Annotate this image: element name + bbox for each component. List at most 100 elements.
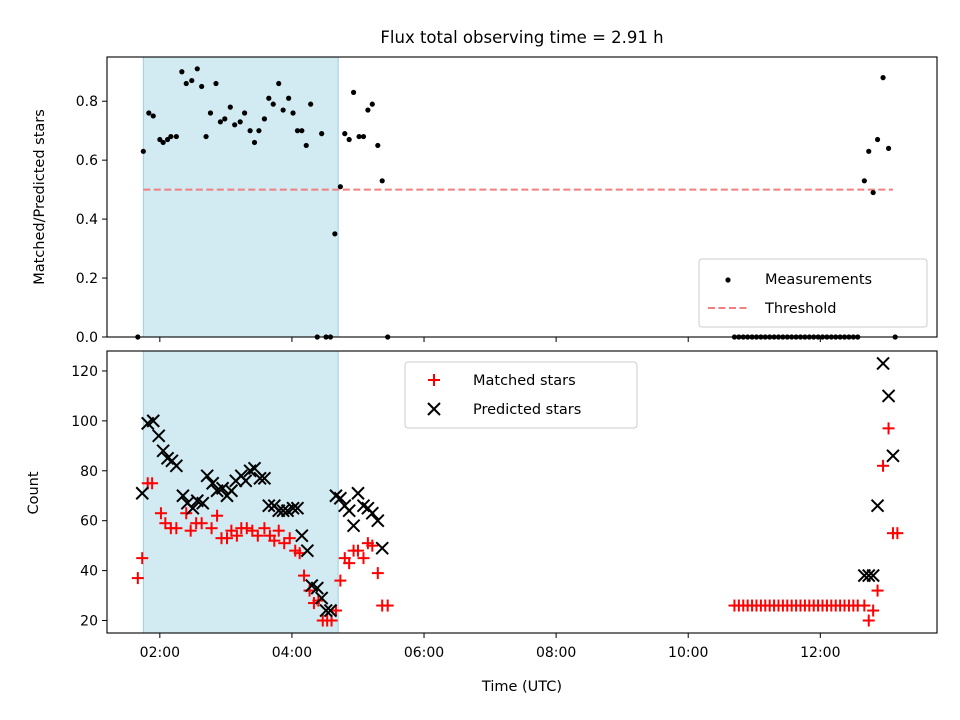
matched-stars-point: [205, 522, 218, 535]
measurement-point: [237, 119, 243, 125]
predicted-stars-point: [314, 591, 329, 605]
matched-stars-point: [858, 599, 871, 612]
predicted-stars-point: [870, 499, 885, 513]
measurement-point: [179, 69, 185, 75]
legend-threshold-label: Threshold: [764, 301, 836, 317]
top-legend-box: [698, 258, 928, 328]
measurement-point: [365, 107, 371, 113]
measurement-point: [303, 142, 309, 149]
matched-stars-point: [877, 459, 890, 472]
top-title: Flux total observing time = 2.91 h: [380, 28, 663, 47]
predicted-stars-point: [346, 518, 361, 533]
predicted-stars-point: [862, 568, 876, 583]
measurement-point: [870, 189, 876, 196]
predicted-stars-point: [286, 501, 300, 515]
predicted-stars-point: [200, 469, 214, 483]
matched-stars-point: [154, 507, 167, 520]
matched-stars-point: [891, 527, 904, 540]
bottom-x-axis-label: Time (UTC): [481, 679, 562, 695]
predicted-stars-point: [262, 499, 276, 513]
predicted-stars-point: [351, 486, 365, 500]
measurement-point: [266, 95, 272, 101]
measurement-point: [356, 133, 362, 140]
matched-stars-point: [272, 524, 285, 537]
measurement-point: [280, 107, 286, 113]
measurement-point: [276, 80, 282, 87]
measurement-point: [874, 136, 881, 143]
matched-stars-point: [283, 532, 296, 545]
bottom-y-tick-label: 100: [71, 414, 98, 430]
legend-predicted-marker: [427, 402, 441, 416]
matched-stars-point: [136, 552, 149, 565]
bottom-x-tick-label: 02:00: [140, 645, 180, 661]
top-y-tick-label: 0.8: [76, 94, 98, 110]
matched-stars-point: [180, 507, 193, 520]
predicted-stars-point: [371, 513, 385, 528]
measurement-point: [173, 133, 179, 140]
measurement-point: [199, 83, 205, 90]
predicted-stars-point: [146, 414, 160, 428]
legend-measurements-marker: [725, 277, 731, 283]
measurement-point: [189, 77, 195, 84]
measurement-point: [299, 128, 305, 134]
matched-stars-point: [882, 422, 895, 435]
measurement-point: [369, 101, 375, 107]
matched-stars-point: [371, 567, 384, 580]
bottom-x-tick-label: 06:00: [404, 645, 444, 661]
predicted-stars-point: [866, 568, 880, 583]
predicted-stars-point: [886, 449, 900, 463]
top-panel: Flux total observing time = 2.91 h 0.0 0.…: [32, 28, 938, 346]
matched-stars-point: [230, 529, 243, 542]
measurement-point: [332, 231, 338, 237]
measurement-point: [290, 110, 296, 116]
bottom-x-tick-label: 08:00: [536, 645, 576, 661]
legend-predicted-label: Predicted stars: [473, 402, 581, 418]
measurement-point: [319, 131, 325, 137]
measurement-point: [140, 148, 146, 154]
top-y-tick-label: 0.2: [76, 271, 98, 287]
predicted-stars-point: [238, 474, 253, 488]
bottom-y-tick-label: 120: [71, 364, 98, 380]
measurement-point: [379, 178, 385, 184]
predicted-stars-point: [152, 429, 166, 443]
measurement-point: [203, 133, 209, 140]
measurement-point: [261, 116, 268, 122]
measurement-point: [346, 136, 352, 143]
measurement-point: [183, 80, 189, 87]
matched-stars-point: [334, 574, 347, 587]
measurement-point: [251, 139, 258, 146]
bottom-x-tick-label: 12:00: [800, 645, 840, 661]
predicted-stars-point: [186, 501, 200, 515]
measurement-point: [207, 110, 214, 116]
predicted-stars-point: [375, 541, 389, 555]
measurement-point: [308, 101, 314, 107]
top-y-tick-label: 0.0: [76, 330, 98, 346]
matched-stars-point: [184, 524, 197, 537]
bottom-legend: Matched stars Predicted stars: [404, 361, 638, 429]
predicted-stars-point: [881, 389, 896, 403]
matched-stars-point: [343, 557, 356, 570]
matched-stars-point: [298, 569, 311, 582]
predicted-stars-point: [176, 489, 190, 503]
matched-stars-point: [258, 522, 271, 535]
measurement-point: [880, 75, 886, 81]
matched-stars-point: [366, 539, 379, 552]
matched-stars-point: [240, 522, 253, 535]
predicted-stars-point: [253, 471, 267, 485]
measurement-point: [885, 145, 892, 151]
bottom-panel: 20 40 60 80 100 120 02:00 04:00 06:00 08:00 10:00 1…: [26, 350, 938, 695]
matched-stars-point: [170, 522, 183, 535]
measurement-point: [294, 128, 301, 134]
measurement-point: [270, 101, 276, 107]
measurement-point: [146, 110, 152, 116]
bottom-y-tick-label: 20: [80, 614, 98, 630]
matched-stars-point: [195, 517, 208, 530]
predicted-stars-point: [196, 496, 210, 510]
matched-stars-point: [351, 544, 364, 557]
top-axes-frame: [106, 56, 938, 338]
matched-stars-point: [381, 599, 394, 612]
matched-stars-point: [251, 529, 264, 542]
bottom-y-tick-label: 40: [80, 564, 98, 580]
top-legend: Measurements Threshold: [698, 258, 928, 328]
